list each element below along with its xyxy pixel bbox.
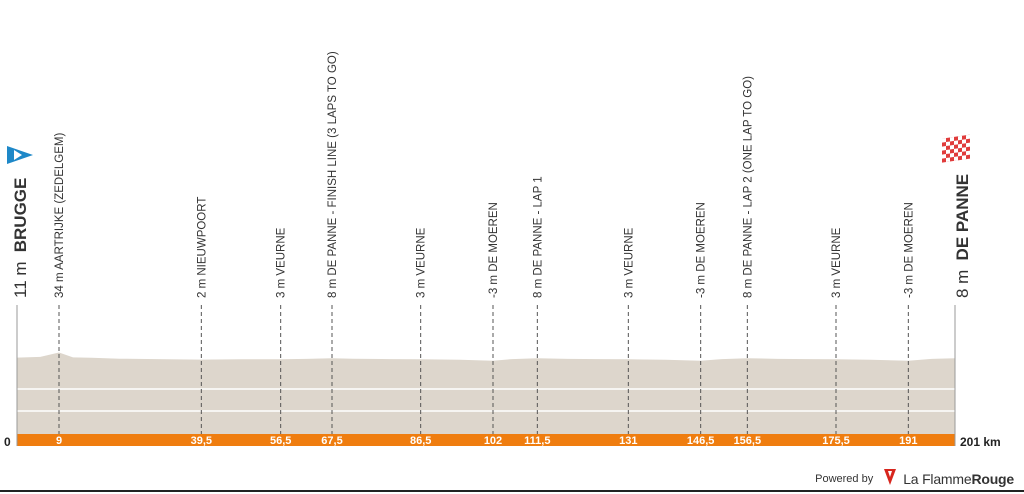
waypoint-label-6: -3 m DE MOEREN [488, 202, 500, 298]
waypoint-label-9: -3 m DE MOEREN [696, 202, 708, 298]
waypoint-label-3: 3 m VEURNE [276, 227, 288, 298]
km-label-4: 67,5 [321, 435, 342, 447]
finish-flag-check [958, 135, 962, 141]
elevation-area-fill [17, 352, 955, 434]
start-flag-arrow [14, 150, 22, 160]
finish-flag-check [950, 136, 954, 142]
km-label-1: 9 [56, 435, 62, 447]
waypoint-label-2: 2 m NIEUWPOORT [196, 197, 208, 298]
distance-band [17, 434, 955, 446]
finish-flag-check [966, 134, 970, 140]
powered-by-text: Powered by [815, 472, 874, 485]
svg-text:8 m DE PANNE: 8 m DE PANNE [953, 174, 972, 298]
finish-flag-check [954, 156, 958, 161]
km-label-5: 86,5 [410, 435, 431, 447]
finish-flag-icon [942, 134, 970, 163]
finish-marker: 8 m DE PANNE [942, 134, 972, 298]
km-label-6: 102 [484, 435, 502, 447]
bottom-rule [0, 490, 1024, 492]
km-label-12: 191 [899, 435, 917, 447]
waypoint-label-1: 34 m AARTRIJKE (ZEDELGEM) [54, 133, 66, 298]
finish-flag-check [942, 138, 946, 143]
brand-bold: Rouge [971, 470, 1014, 487]
finish-flag-check [962, 155, 966, 160]
flame-logo-icon [883, 468, 897, 489]
waypoint-markers: 34 m AARTRIJKE (ZEDELGEM) 9 2 m NIEUWPOORT… [16, 51, 956, 447]
start-town-name: BRUGGE [11, 178, 30, 253]
footer-branding: Powered by La FlammeRouge [815, 468, 1014, 489]
waypoint-label-12: -3 m DE MOEREN [903, 202, 915, 298]
km-label-11: 175,5 [822, 435, 850, 447]
svg-text:11 m BRUGGE: 11 m BRUGGE [11, 178, 30, 298]
finish-flag-check [942, 154, 946, 159]
finish-flag-check [966, 150, 970, 156]
finish-flag-check [946, 141, 950, 147]
distance-band-bar [17, 434, 955, 446]
km-label-9: 146,5 [687, 435, 715, 447]
km-label-3: 56,5 [270, 435, 291, 447]
finish-flag-check [950, 144, 954, 150]
waypoint-label-10: 8 m DE PANNE - LAP 2 (ONE LAP TO GO) [742, 76, 754, 298]
x-axis-end-label: 201 km [960, 435, 1001, 449]
waypoint-label-4: 8 m DE PANNE - FINISH LINE (3 LAPS TO GO… [327, 51, 339, 298]
finish-flag-check [942, 146, 946, 151]
finish-flag-check [958, 143, 962, 149]
finish-flag-check [954, 140, 958, 145]
waypoint-label-5: 3 m VEURNE [416, 227, 428, 298]
finish-flag-check [946, 149, 950, 155]
finish-flag-check [958, 151, 962, 157]
x-axis-start-label: 0 [4, 435, 11, 449]
waypoint-label-11: 3 m VEURNE [831, 227, 843, 298]
elevation-area [17, 352, 955, 434]
altitude-grid [17, 388, 955, 412]
finish-flag-check [950, 152, 954, 158]
finish-flag-check [962, 147, 966, 152]
finish-altitude: 8 m [953, 270, 972, 298]
start-marker: 11 m BRUGGE [7, 146, 33, 298]
finish-flag-check [962, 139, 966, 144]
finish-flag-check [954, 148, 958, 153]
finish-town-name: DE PANNE [953, 174, 972, 261]
km-label-10: 156,5 [734, 435, 762, 447]
waypoint-label-7: 8 m DE PANNE - LAP 1 [532, 176, 544, 298]
finish-flag-check [966, 142, 970, 148]
km-label-8: 131 [619, 435, 637, 447]
brand-regular: La Flamme [903, 470, 972, 487]
brand-name: La FlammeRouge [903, 471, 1014, 487]
km-label-2: 39,5 [191, 435, 212, 447]
finish-flag-check [946, 157, 950, 163]
waypoint-label-8: 3 m VEURNE [623, 227, 635, 298]
km-label-7: 111,5 [524, 435, 550, 447]
start-altitude: 11 m [11, 261, 30, 298]
